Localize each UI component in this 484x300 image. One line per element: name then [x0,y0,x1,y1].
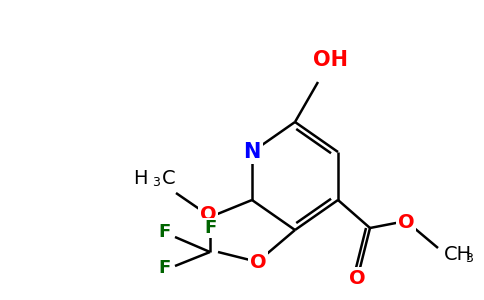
Text: H: H [134,169,148,188]
Text: F: F [159,223,171,241]
Text: F: F [204,219,216,237]
Text: O: O [200,206,216,224]
Text: F: F [159,259,171,277]
Text: O: O [250,253,266,272]
Text: 3: 3 [465,253,473,266]
Text: OH: OH [313,50,348,70]
Text: N: N [243,142,261,162]
Text: C: C [162,169,176,188]
Text: O: O [398,212,414,232]
Text: O: O [348,268,365,287]
Text: 3: 3 [152,176,160,190]
Text: CH: CH [444,244,472,263]
